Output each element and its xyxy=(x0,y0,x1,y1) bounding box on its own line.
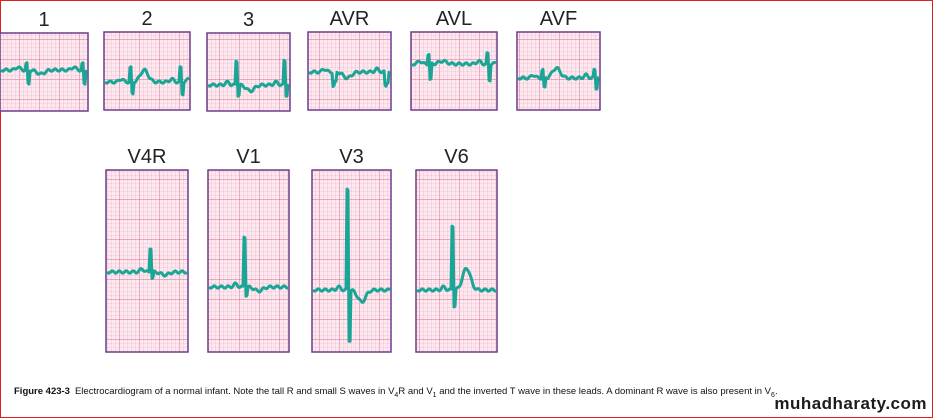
lead-label: AVL xyxy=(436,8,472,30)
lead-label: V4R xyxy=(128,146,167,168)
ecg-grid xyxy=(105,169,189,353)
ecg-trace xyxy=(410,51,497,83)
caption-text: Electrocardiogram of a normal infant. No… xyxy=(74,386,395,397)
ecg-grid xyxy=(206,32,291,112)
ecg-trace xyxy=(415,224,497,309)
lead-label: 2 xyxy=(141,8,152,30)
caption-label: Figure 423-3 xyxy=(14,386,70,397)
ecg-grid xyxy=(415,169,498,353)
lead-label: AVR xyxy=(330,8,370,30)
caption-text: . xyxy=(774,386,778,397)
ecg-trace xyxy=(207,235,289,298)
ecg-trace xyxy=(105,247,188,280)
ecg-trace xyxy=(311,187,392,343)
ecg-trace xyxy=(206,58,291,98)
watermark: muhadharaty.com xyxy=(774,394,927,413)
lead-label: V1 xyxy=(236,146,260,168)
ecg-trace xyxy=(307,66,392,88)
caption: Figure 423-3 Electrocardiogram of a norma… xyxy=(14,386,778,399)
subscript: 4 xyxy=(394,391,399,399)
ecg-grid xyxy=(0,32,89,112)
subscript: 6 xyxy=(771,391,775,399)
caption-text: R and V xyxy=(398,386,433,397)
ecg-trace xyxy=(0,61,88,86)
lead-label: V3 xyxy=(339,146,363,168)
lead-label: 3 xyxy=(243,9,254,31)
ecg-trace xyxy=(103,65,190,97)
caption-text: and the inverted T wave in these leads. … xyxy=(436,386,772,397)
ecg-trace xyxy=(516,66,601,91)
lead-label: AVF xyxy=(540,8,577,30)
lead-label: 1 xyxy=(38,9,49,31)
subscript: 1 xyxy=(432,391,437,399)
ecg-grid xyxy=(410,31,498,111)
ecg-grid xyxy=(207,169,290,353)
lead-label: V6 xyxy=(444,146,468,168)
